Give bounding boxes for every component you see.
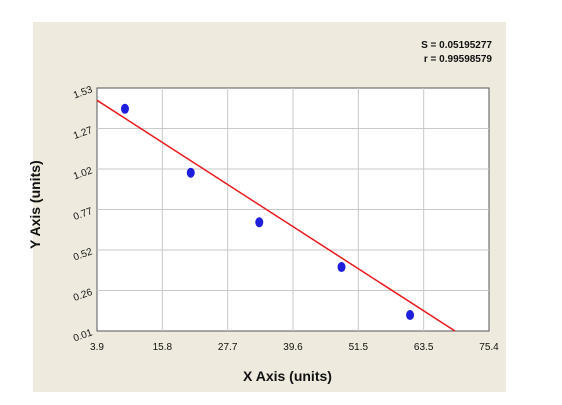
y-tick-labels: 0.010.260.520.771.021.271.53 (72, 84, 94, 344)
x-tick-label: 3.9 (90, 342, 104, 353)
y-tick-label: 0.77 (72, 206, 94, 223)
fit-line-group (96, 99, 456, 332)
data-point (255, 217, 264, 228)
x-axis-label: X Axis (units) (243, 368, 332, 384)
grid (97, 88, 489, 331)
x-tick-label: 39.6 (283, 342, 303, 353)
x-tick-label: 51.5 (349, 342, 369, 353)
stat-r: r = 0.99598579 (423, 54, 492, 65)
fit-line (96, 99, 456, 332)
chart-svg: 3.9 15.8 27.7 39.6 51.5 63.5 75.4 0.010.260.52… (72, 84, 499, 353)
y-tick-label: 1.53 (72, 84, 94, 101)
chart-panel: 3.9 15.8 27.7 39.6 51.5 63.5 75.4 0.01 0.26 0.52… (27, 22, 506, 392)
data-point (337, 262, 346, 273)
data-points (120, 103, 415, 321)
data-point (186, 167, 195, 178)
y-tick-label: 0.26 (72, 287, 94, 304)
stat-s: S = 0.05195277 (421, 40, 492, 51)
x-tick-labels: 3.9 15.8 27.7 39.6 51.5 63.5 75.4 (90, 342, 499, 353)
x-tick-label: 63.5 (414, 342, 434, 353)
x-tick-label: 27.7 (218, 342, 238, 353)
x-tick-label: 75.4 (479, 342, 499, 353)
y-tick-label: 1.27 (72, 125, 94, 142)
y-tick-label: 0.52 (72, 246, 94, 263)
x-tick-label: 15.8 (153, 342, 173, 353)
y-axis-label: Y Axis (units) (27, 160, 43, 249)
data-point (406, 310, 415, 321)
y-tick-label: 1.02 (72, 165, 94, 182)
data-point (120, 103, 129, 114)
